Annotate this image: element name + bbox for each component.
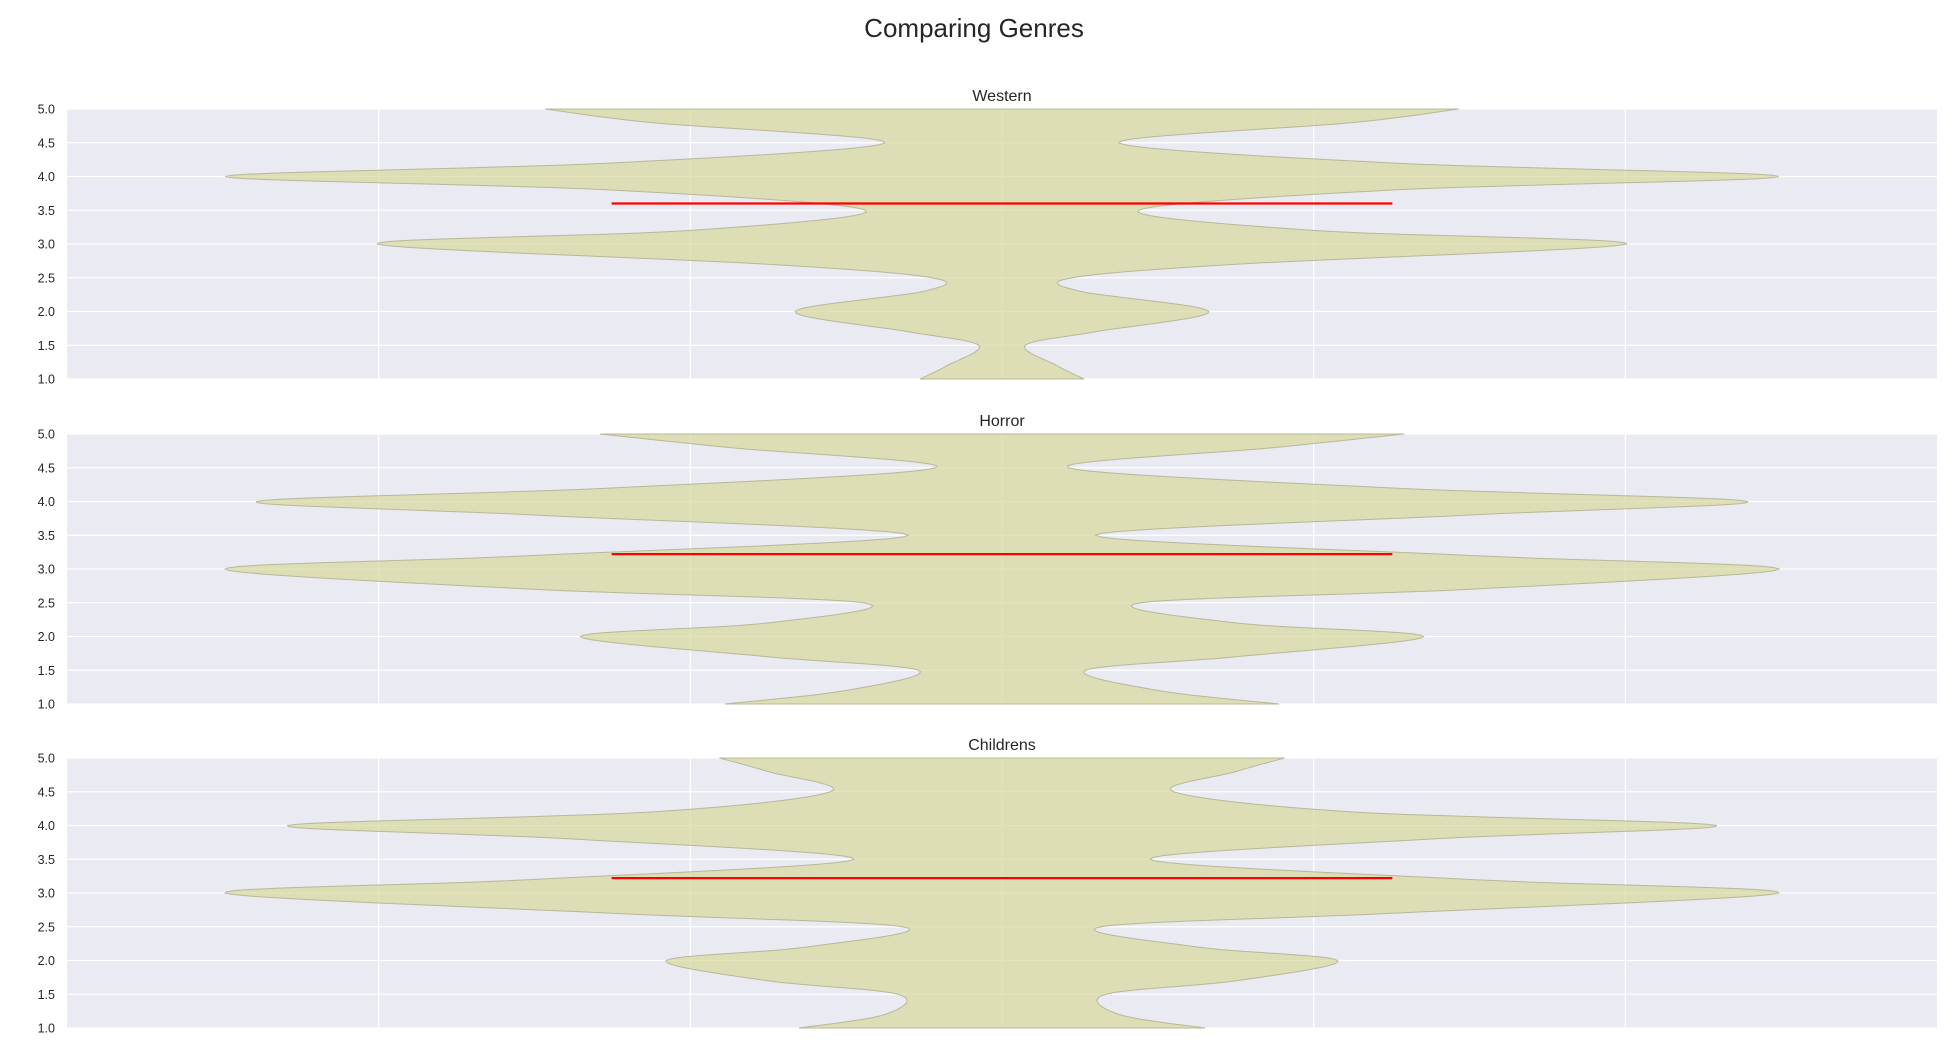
panel-title: Western [972, 88, 1031, 105]
y-tick-label: 2.0 [38, 954, 55, 968]
y-tick-label: 1.0 [38, 373, 55, 387]
y-tick-label: 3.5 [38, 204, 55, 218]
figure-title: Comparing Genres [864, 13, 1084, 43]
violin-body [224, 757, 1780, 1029]
y-tick-label: 4.5 [38, 136, 55, 150]
y-tick-label: 4.0 [38, 170, 55, 184]
y-tick-label: 1.5 [38, 339, 55, 353]
violin-body [225, 108, 1779, 380]
y-tick-label: 3.0 [38, 887, 55, 901]
chart-panel-childrens: 1.0 1.5 2.0 2.5 3.0 3.5 4.0 4.5 5.0 Childrens [38, 737, 1937, 1036]
y-tick-label: 2.5 [38, 920, 55, 934]
panel-title: Childrens [968, 737, 1036, 754]
y-tick-label: 1.0 [38, 698, 55, 712]
y-tick-label: 2.0 [38, 630, 55, 644]
y-tick-label: 2.0 [38, 305, 55, 319]
y-tick-label: 4.5 [38, 461, 55, 475]
y-tick-label: 4.0 [38, 495, 55, 509]
y-tick-label: 3.5 [38, 853, 55, 867]
y-tick-label: 3.0 [38, 238, 55, 252]
y-tick-label: 4.5 [38, 785, 55, 799]
y-tick-label: 3.0 [38, 563, 55, 577]
chart-panels: 1.0 1.5 2.0 2.5 3.0 3.5 4.0 4.5 5.0 Western 1.0 1.5… [38, 88, 1937, 1036]
y-tick-label: 1.0 [38, 1022, 55, 1036]
y-tick-label: 5.0 [38, 428, 55, 442]
panel-title: Horror [979, 413, 1025, 430]
chart-panel-western: 1.0 1.5 2.0 2.5 3.0 3.5 4.0 4.5 5.0 Western [38, 88, 1937, 387]
y-tick-label: 5.0 [38, 103, 55, 117]
y-tick-label: 2.5 [38, 596, 55, 610]
y-tick-label: 1.5 [38, 664, 55, 678]
y-tick-label: 5.0 [38, 752, 55, 766]
violin-body [223, 433, 1781, 705]
y-tick-label: 2.5 [38, 271, 55, 285]
chart-panel-horror: 1.0 1.5 2.0 2.5 3.0 3.5 4.0 4.5 5.0 Horror [38, 413, 1937, 712]
y-tick-label: 3.5 [38, 529, 55, 543]
y-tick-label: 4.0 [38, 819, 55, 833]
y-tick-label: 1.5 [38, 988, 55, 1002]
